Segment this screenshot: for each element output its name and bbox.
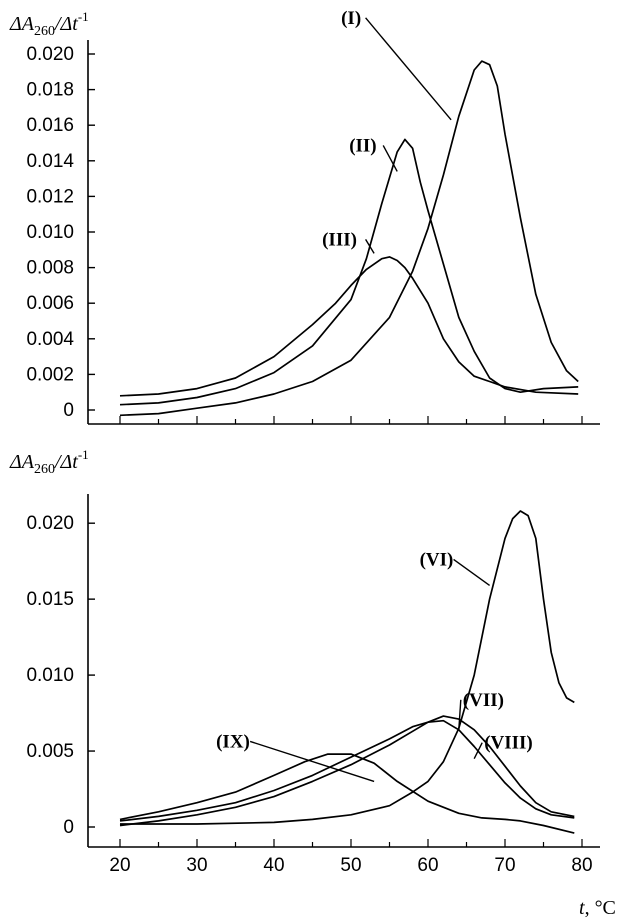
series-label-vii: (VII) (463, 690, 504, 711)
series-line-iii (119, 256, 579, 397)
leader-line (473, 742, 483, 759)
leader-line (365, 17, 452, 121)
y-axis-label-1: ΔA260/Δt-1 (9, 9, 89, 39)
leader-line (382, 145, 398, 172)
y-tick-label: 0.004 (26, 329, 74, 350)
y-tick-label: 0.002 (26, 364, 74, 385)
chart-panel-1: 0 0.002 0.004 0.006 0.008 0.010 0.012 0.014 0.01… (26, 8, 600, 425)
leader-line (458, 699, 462, 730)
y-tick-label: 0.005 (26, 741, 74, 762)
x-tick-label: 60 (417, 855, 438, 876)
series-label-i: (I) (341, 8, 361, 29)
y-tick-label: 0.008 (26, 258, 74, 279)
y-tick-label: 0.020 (26, 44, 74, 65)
y-tick-label: 0.018 (26, 80, 74, 101)
series-label-vi: (VI) (420, 549, 454, 570)
y-tick-label: 0 (63, 817, 74, 838)
series-line-ii (119, 138, 579, 406)
chart-panel-2: 0 0.005 0.010 0.015 0.020 20 30 40 50 60 70 80 t, °C… (26, 494, 616, 918)
leader-line (249, 740, 375, 783)
series-label-ii: (II) (349, 135, 376, 156)
y-tick-label: 0 (63, 400, 74, 421)
y-axis-label-2: ΔA260/Δt-1 (9, 447, 89, 477)
leader-line (365, 238, 375, 254)
x-tick-label: 70 (494, 855, 515, 876)
x-tick-label: 80 (571, 855, 592, 876)
x-axis-label: t, °C (579, 897, 616, 918)
series-line-i (119, 60, 579, 417)
y-tick-label: 0.016 (26, 115, 74, 136)
y-tick-label: 0.010 (26, 222, 74, 243)
y-tick-label: 0.014 (26, 151, 74, 172)
series-label-iii: (III) (322, 229, 357, 250)
y-tick-label: 0.015 (26, 589, 74, 610)
series-label-ix: (IX) (216, 731, 250, 752)
y-tick-label: 0.010 (26, 665, 74, 686)
y-tick-label: 0.020 (26, 513, 74, 534)
x-tick-label: 20 (109, 855, 130, 876)
leader-line (453, 558, 491, 587)
y-tick-label: 0.012 (26, 186, 74, 207)
y-tick-label: 0.006 (26, 293, 74, 314)
x-tick-label: 50 (340, 855, 361, 876)
series-line-ix (119, 753, 575, 834)
series-line-viii (119, 715, 575, 827)
series-label-viii: (VIII) (484, 733, 533, 754)
series-line-vi (120, 510, 575, 825)
x-tick-label: 30 (186, 855, 207, 876)
x-tick-label: 40 (263, 855, 284, 876)
